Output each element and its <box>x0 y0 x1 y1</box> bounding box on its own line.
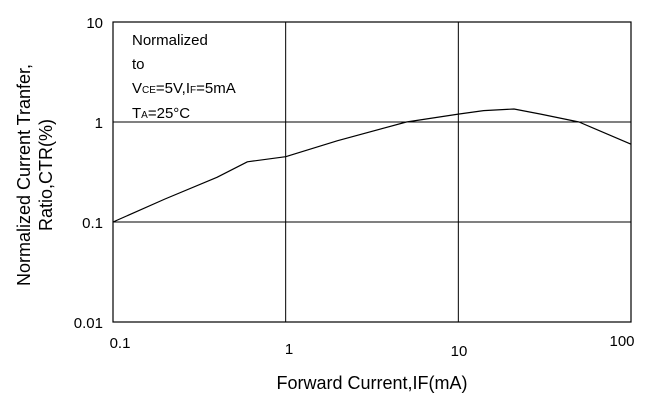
y-tick-label-0.01: 0.01 <box>74 315 103 332</box>
y-axis-title-line1: Normalized Current Tranfer, <box>14 64 34 286</box>
normalization-note: Normalized to VCE=5V,IF=5mA TA=25°C <box>132 32 236 122</box>
note-line-normalized: Normalized <box>132 32 208 49</box>
x-tick-label-0.1: 0.1 <box>110 335 131 352</box>
tick-labels: 10 1 0.1 0.01 0.1 1 10 100 <box>74 15 635 360</box>
x-tick-label-10: 10 <box>451 343 468 360</box>
y-axis-title-line2: Ratio,CTR(%) <box>36 119 56 231</box>
note-line-temperature: TA=25°C <box>132 105 190 122</box>
y-tick-label-10: 10 <box>86 15 103 32</box>
plot-frame <box>112 21 632 323</box>
x-axis-title: Forward Current,IF(mA) <box>276 373 467 393</box>
note-line-to: to <box>132 56 145 73</box>
note-line-conditions: VCE=5V,IF=5mA <box>132 80 236 97</box>
x-tick-label-1: 1 <box>285 341 293 358</box>
data-series <box>112 108 632 223</box>
y-tick-label-1: 1 <box>95 115 103 132</box>
y-axis-title: Normalized Current Tranfer, Ratio,CTR(%) <box>14 64 56 286</box>
grid-lines <box>113 22 631 322</box>
y-tick-label-0.1: 0.1 <box>82 215 103 232</box>
x-tick-label-100: 100 <box>609 333 634 350</box>
ctr-curve-0 <box>112 108 632 223</box>
